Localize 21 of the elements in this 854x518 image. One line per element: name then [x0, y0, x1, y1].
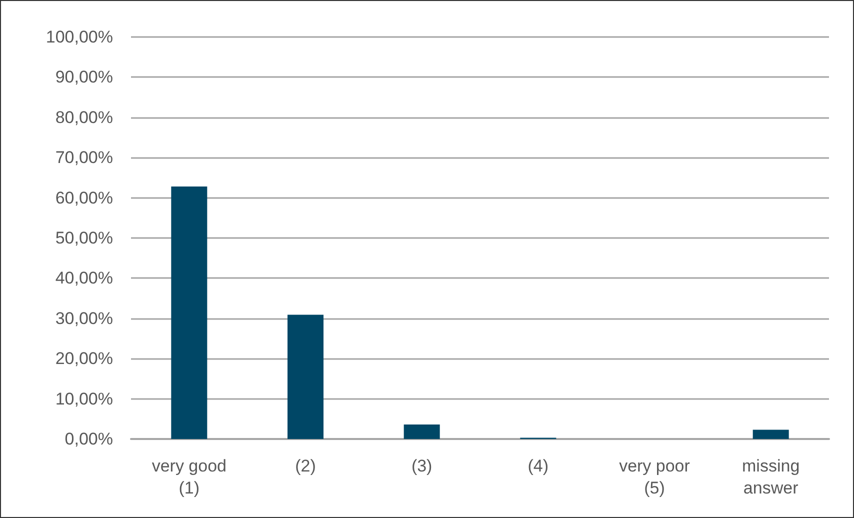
bar: [404, 424, 440, 439]
y-tick-label: 90,00%: [55, 68, 113, 87]
bar: [171, 186, 208, 439]
x-tick-label: very poor (5): [619, 456, 690, 498]
y-tick-label: 80,00%: [55, 108, 113, 127]
y-tick-label: 30,00%: [55, 308, 113, 328]
x-tick-label: (4): [528, 456, 549, 476]
y-tick-label: 100,00%: [46, 28, 113, 46]
bar: [752, 430, 789, 439]
y-tick-label: 10,00%: [55, 389, 113, 408]
y-tick-label: 60,00%: [55, 188, 113, 208]
y-tick-label: 0,00%: [64, 430, 113, 448]
y-tick-label: 40,00%: [55, 268, 113, 288]
x-tick-label: very good (1): [152, 456, 227, 498]
bar: [288, 314, 324, 439]
y-tick-label: 50,00%: [55, 228, 113, 248]
x-tick-label: missing answer: [742, 456, 800, 498]
y-tick-label: 70,00%: [55, 148, 113, 168]
x-tick-label: (3): [411, 456, 432, 476]
y-tick-label: 20,00%: [55, 349, 113, 368]
x-tick-label: (2): [295, 456, 316, 476]
